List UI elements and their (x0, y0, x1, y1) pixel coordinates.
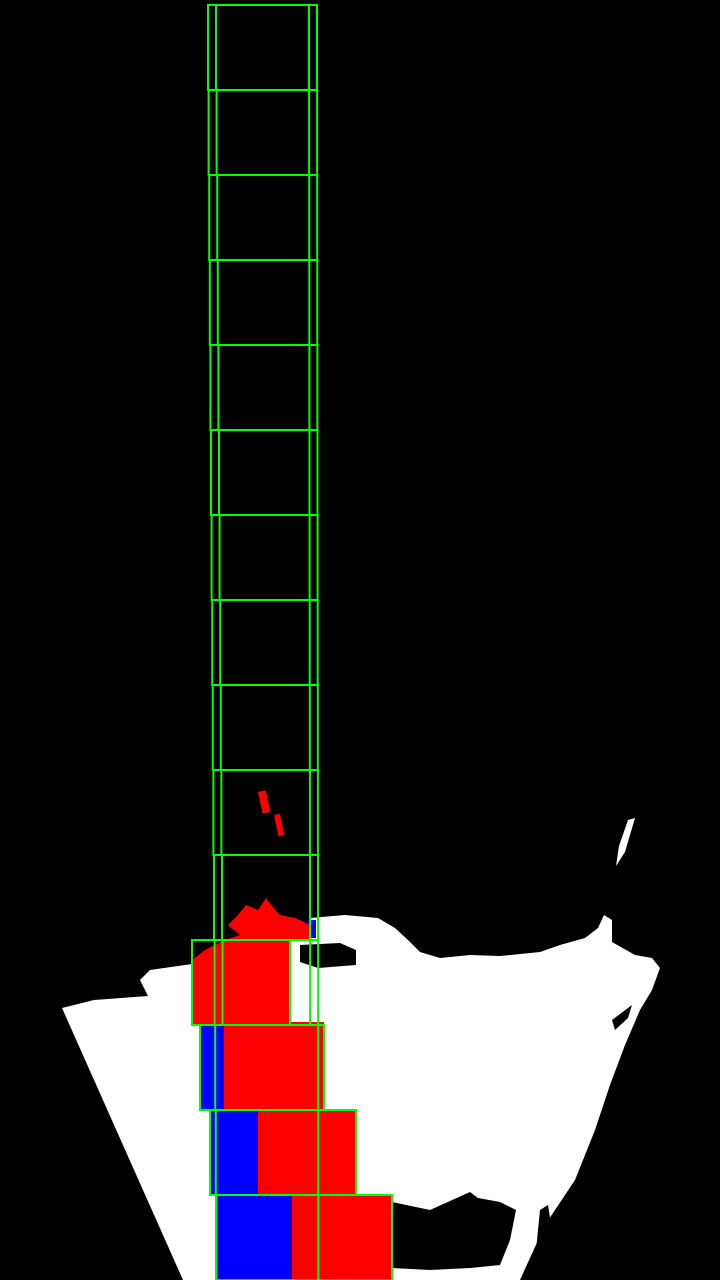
left-lane-pixel-region (192, 898, 392, 1280)
sliding-windows (191, 4, 393, 1280)
right-lane-pixel-block (200, 1025, 224, 1110)
mask-hole (612, 1005, 632, 1030)
left-lane-pixel-fragment (274, 813, 285, 837)
mask-holes (300, 943, 632, 1270)
left-lane-pixels (192, 790, 392, 1280)
left-lane-pixel-fragment (258, 790, 271, 814)
right-lane-pixel-block (308, 920, 316, 938)
road-streak (616, 818, 635, 866)
sliding-window-lower (215, 1194, 393, 1280)
mask-hole (300, 943, 356, 968)
right-lane-pixels (200, 920, 316, 1280)
right-lane-pixel-block (216, 1195, 292, 1280)
right-lane-pixel-block (210, 1110, 258, 1195)
mask-hole (535, 1205, 552, 1265)
mask-hole (392, 1192, 516, 1270)
